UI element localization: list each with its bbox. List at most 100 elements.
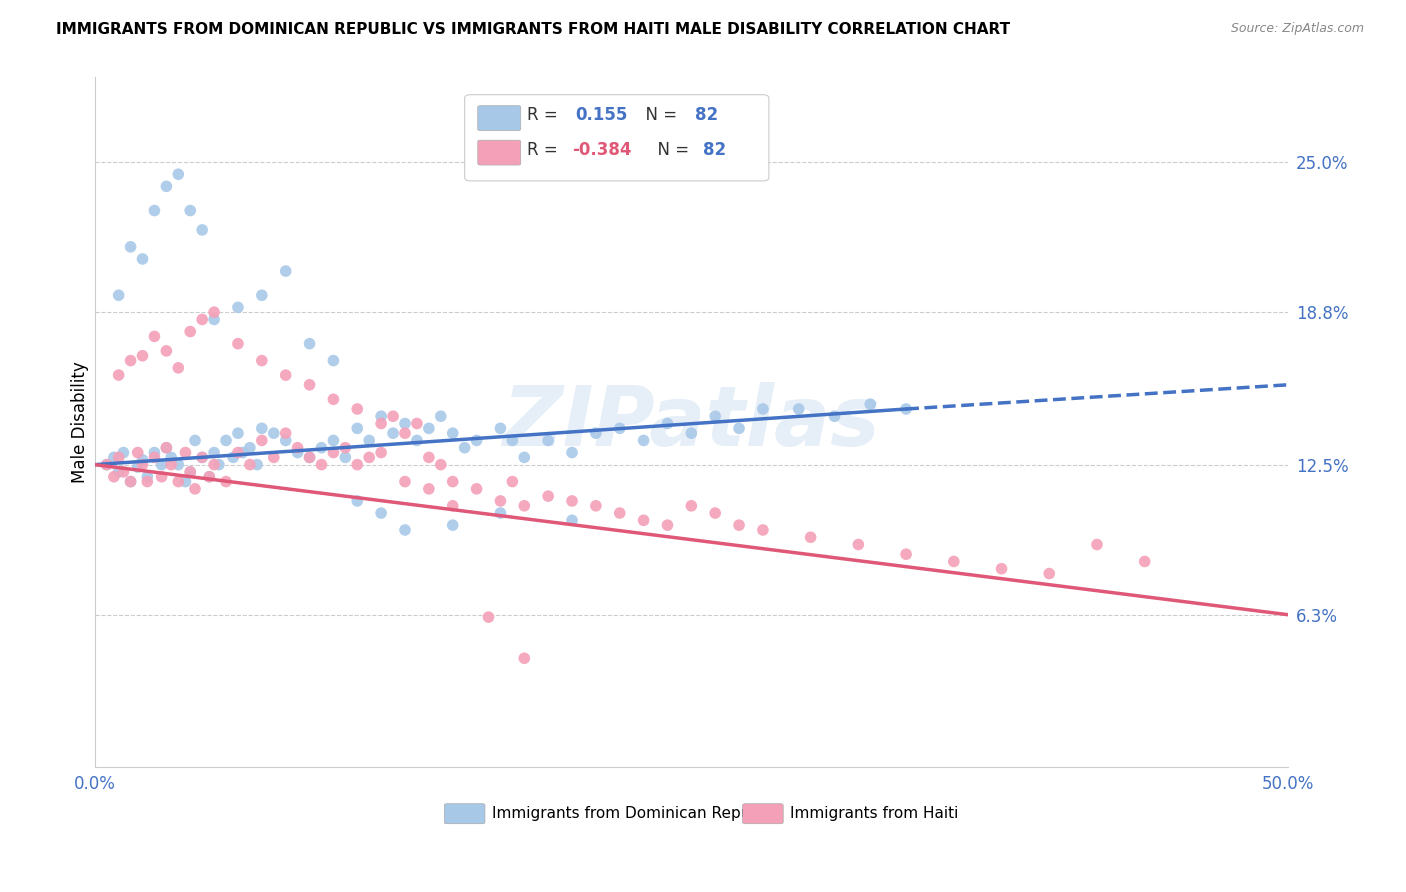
Point: [370, 409, 392, 424]
Point: [150, 458, 173, 472]
Y-axis label: Male Disability: Male Disability: [72, 361, 89, 483]
Point: [681, 426, 703, 441]
Point: [418, 482, 440, 496]
Point: [894, 547, 917, 561]
Point: [1038, 566, 1060, 581]
Point: [246, 458, 269, 472]
Point: [800, 530, 823, 544]
Point: [179, 203, 201, 218]
Point: [824, 409, 846, 424]
FancyBboxPatch shape: [742, 804, 783, 823]
Point: [859, 397, 882, 411]
Point: [489, 494, 512, 508]
Point: [298, 450, 321, 465]
Point: [311, 458, 333, 472]
Point: [489, 421, 512, 435]
Point: [561, 513, 583, 527]
Point: [537, 489, 560, 503]
Point: [681, 499, 703, 513]
Point: [370, 417, 392, 431]
Point: [657, 417, 679, 431]
Point: [394, 523, 416, 537]
Point: [298, 450, 321, 465]
Point: [143, 203, 166, 218]
Point: [346, 458, 368, 472]
Point: [728, 518, 751, 533]
Point: [131, 252, 153, 266]
Point: [430, 458, 453, 472]
Point: [250, 288, 273, 302]
Point: [167, 458, 190, 472]
Point: [561, 494, 583, 508]
Point: [406, 434, 429, 448]
Point: [191, 223, 214, 237]
Point: [346, 421, 368, 435]
Point: [633, 434, 655, 448]
Point: [167, 360, 190, 375]
Point: [191, 450, 214, 465]
Text: -0.384: -0.384: [572, 141, 631, 159]
Point: [226, 445, 249, 459]
Point: [394, 426, 416, 441]
Point: [370, 445, 392, 459]
Point: [131, 452, 153, 467]
Point: [202, 312, 225, 326]
Point: [143, 450, 166, 465]
Point: [1085, 537, 1108, 551]
Point: [202, 305, 225, 319]
Point: [191, 312, 214, 326]
Point: [202, 445, 225, 459]
Text: Immigrants from Dominican Republic: Immigrants from Dominican Republic: [492, 805, 778, 821]
Point: [453, 441, 475, 455]
Point: [322, 445, 344, 459]
Point: [120, 475, 142, 489]
Point: [208, 458, 231, 472]
Point: [107, 465, 129, 479]
Point: [127, 460, 149, 475]
Point: [112, 445, 135, 459]
Point: [359, 434, 381, 448]
Point: [704, 409, 727, 424]
Point: [136, 475, 159, 489]
Point: [346, 494, 368, 508]
Point: [585, 426, 607, 441]
Text: 82: 82: [703, 141, 727, 159]
Point: [155, 441, 177, 455]
Point: [155, 343, 177, 358]
Point: [382, 409, 405, 424]
Point: [174, 445, 197, 459]
Point: [167, 475, 190, 489]
Point: [131, 458, 153, 472]
Point: [441, 475, 464, 489]
Point: [226, 336, 249, 351]
Point: [239, 458, 262, 472]
Text: IMMIGRANTS FROM DOMINICAN REPUBLIC VS IMMIGRANTS FROM HAITI MALE DISABILITY CORR: IMMIGRANTS FROM DOMINICAN REPUBLIC VS IM…: [56, 22, 1011, 37]
Point: [263, 450, 285, 465]
Text: R =: R =: [527, 141, 562, 159]
FancyBboxPatch shape: [478, 106, 520, 130]
Point: [382, 426, 405, 441]
Point: [120, 240, 142, 254]
Point: [394, 475, 416, 489]
Point: [406, 417, 429, 431]
Point: [322, 434, 344, 448]
Point: [609, 506, 631, 520]
Point: [441, 499, 464, 513]
Point: [418, 450, 440, 465]
Point: [1133, 554, 1156, 568]
Point: [174, 475, 197, 489]
Point: [489, 506, 512, 520]
Point: [222, 450, 245, 465]
Point: [232, 445, 254, 459]
Text: 0.155: 0.155: [575, 106, 628, 124]
Point: [513, 651, 536, 665]
Point: [633, 513, 655, 527]
Point: [787, 402, 810, 417]
Point: [501, 434, 523, 448]
Point: [335, 450, 357, 465]
Point: [501, 475, 523, 489]
Point: [239, 441, 262, 455]
Point: [370, 506, 392, 520]
Point: [561, 445, 583, 459]
Point: [103, 450, 125, 465]
